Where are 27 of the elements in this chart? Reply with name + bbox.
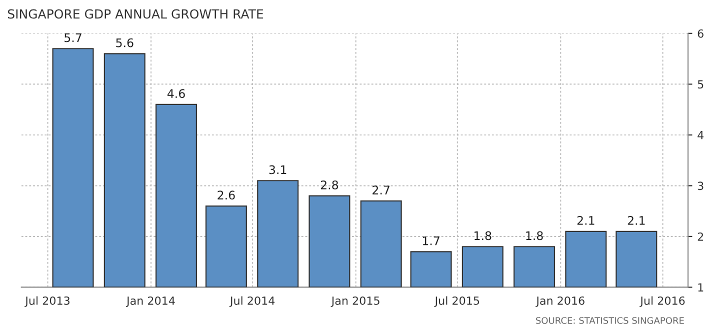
data-label: 1.8 [526, 231, 543, 240]
x-tick-label: Jan 2016 [536, 296, 584, 307]
y-tick-label: 4 [698, 131, 704, 140]
x-tick-label: Jan 2015 [330, 296, 380, 307]
data-label: 3.1 [269, 165, 286, 174]
y-tick-label: 5 [698, 80, 704, 89]
chart-title: SINGAPORE GDP ANNUAL GROWTH RATE [8, 9, 264, 19]
x-tick-label: Jul 2016 [640, 296, 685, 307]
x-tick-label: Jul 2015 [434, 296, 480, 307]
y-tick-label: 6 [698, 29, 704, 38]
data-label: 1.7 [422, 236, 440, 246]
source-note: SOURCE: STATISTICS SINGAPORE [536, 317, 684, 324]
data-label: 5.6 [116, 38, 134, 48]
x-tick-label: Jan 2014 [126, 296, 175, 307]
data-label: 5.7 [64, 33, 82, 42]
y-tick-label: 2 [698, 232, 704, 241]
data-label: 2.6 [218, 190, 235, 200]
x-tick-label: Jul 2014 [229, 296, 275, 307]
data-label: 1.8 [474, 231, 492, 240]
data-label: 2.7 [372, 186, 390, 194]
data-label: 2.1 [577, 216, 594, 225]
y-tick-label: 1 [698, 283, 704, 292]
data-label: 2.8 [320, 180, 338, 190]
y-tick-label: 3 [698, 182, 704, 190]
x-tick-label: Jul 2013 [24, 296, 70, 307]
data-label: 2.1 [628, 216, 645, 225]
data-label: 4.6 [167, 89, 185, 98]
